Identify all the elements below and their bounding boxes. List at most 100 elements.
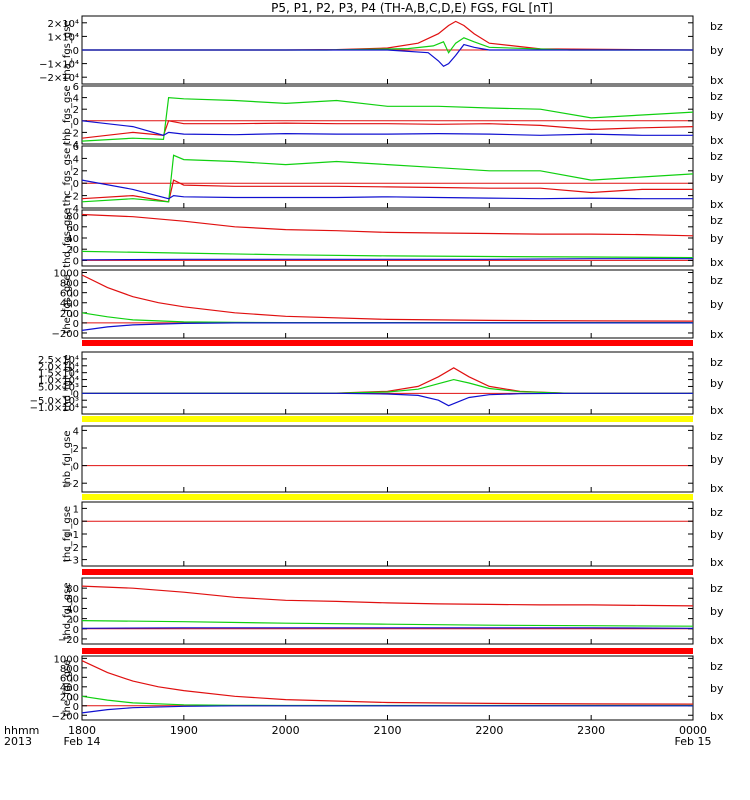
series-bx	[81, 627, 694, 629]
legend-bx: bx	[710, 634, 724, 647]
y-tick-label: 0	[73, 46, 79, 57]
series-by	[82, 37, 693, 54]
y-axis-label: thb_fgs_gse	[62, 85, 73, 144]
legend-by: by	[710, 528, 724, 541]
y-tick-label: 1×10⁴	[48, 32, 79, 43]
x-tick-label: 2000	[272, 724, 300, 737]
x-tick-label: 2100	[374, 724, 402, 737]
panel-6: 2.5×10⁴2.0×10⁴1.5×10⁴1.0×10⁴5.0×10³0−5.0…	[30, 351, 724, 417]
legend-bz: bz	[710, 582, 723, 595]
x-tick-sublabel: Feb 15	[675, 735, 712, 748]
y-axis-label: thc_fgs_gse	[62, 148, 73, 207]
panel-frame	[81, 269, 694, 339]
legend-bz: bz	[710, 150, 723, 163]
x-tick-label: 1800	[68, 724, 96, 737]
legend-by: by	[710, 171, 724, 184]
status-bar-red	[82, 648, 693, 654]
y-tick-label: 1	[73, 504, 79, 515]
legend-bz: bz	[710, 660, 723, 673]
y-tick-label: 4	[73, 426, 79, 437]
y-tick-label: 4	[73, 154, 79, 165]
status-bar-yellow	[82, 494, 693, 500]
y-tick-label: −20	[58, 635, 79, 646]
y-tick-label: 0	[73, 179, 79, 190]
series-bx	[81, 258, 693, 261]
series-by	[81, 96, 694, 142]
y-axis-label: the_fgl_gse	[62, 660, 73, 717]
y-axis-label: thd_fgs_gse	[62, 208, 73, 267]
y-tick-label: −2	[64, 128, 79, 139]
y-tick-label: 400	[60, 299, 79, 310]
y-tick-label: 0	[73, 117, 79, 128]
y-tick-label: 0	[73, 389, 79, 400]
x-tick-label: 2200	[475, 724, 503, 737]
y-tick-label: 20	[66, 615, 79, 626]
y-tick-label: −2	[64, 192, 79, 203]
series-by	[81, 154, 694, 203]
y-tick-label: −1	[64, 530, 79, 541]
y-tick-label: 200	[60, 309, 79, 320]
series-by	[81, 378, 693, 394]
series-bx	[81, 322, 693, 331]
legend-bx: bx	[710, 256, 724, 269]
y-tick-label: 0	[73, 462, 79, 473]
series-bx	[82, 43, 693, 68]
y-tick-label: −4	[64, 204, 79, 215]
legend-by: by	[710, 298, 724, 311]
y-tick-label: −3	[64, 556, 79, 567]
legend-bx: bx	[710, 198, 724, 211]
y-tick-label: 400	[60, 683, 79, 694]
y-tick-label: 1.5×10⁴	[38, 369, 79, 380]
y-tick-label: 80	[66, 584, 79, 595]
legend-bz: bz	[710, 356, 723, 369]
legend-bz: bz	[710, 214, 723, 227]
y-tick-label: −2	[64, 479, 79, 490]
chart-title: P5, P1, P2, P3, P4 (TH-A,B,C,D,E) FGS, F…	[271, 1, 553, 15]
x-tick-sublabel: Feb 14	[64, 735, 101, 748]
panel-frame	[81, 351, 694, 415]
y-tick-label: −200	[52, 711, 79, 722]
y-tick-label: 2.5×10⁴	[38, 355, 79, 366]
y-tick-label: 600	[60, 673, 79, 684]
series-bz	[81, 120, 694, 139]
y-tick-label: 60	[66, 223, 79, 234]
y-tick-label: −200	[52, 329, 79, 340]
y-axis-label: thd_fgl_gse	[62, 355, 73, 412]
y-tick-label: 2	[73, 444, 79, 455]
y-tick-label: 20	[66, 245, 79, 256]
legend-bx: bx	[710, 328, 724, 341]
legend-by: by	[710, 109, 724, 122]
y-tick-label: −1×10⁴	[39, 60, 79, 71]
legend-bx: bx	[710, 556, 724, 569]
series-bz	[81, 213, 694, 237]
x-axis-label-year: 2013	[4, 735, 32, 748]
legend-bz: bz	[710, 506, 723, 519]
legend-bz: bz	[710, 20, 723, 33]
x-axis-label-hhmm: hhmm	[4, 724, 39, 737]
y-tick-label: 0	[73, 256, 79, 267]
y-tick-label: 6	[73, 142, 79, 153]
x-tick-label: 2300	[577, 724, 605, 737]
y-tick-label: 80	[66, 212, 79, 223]
y-tick-label: −4	[64, 140, 79, 151]
legend-by: by	[710, 232, 724, 245]
y-tick-label: 2	[73, 167, 79, 178]
series-bz	[81, 179, 693, 203]
y-tick-label: −2×10⁴	[39, 73, 79, 84]
y-tick-label: 2×10⁴	[48, 19, 79, 30]
x-axis: hhmm 2013	[4, 724, 39, 748]
y-tick-label: 0	[73, 319, 79, 330]
y-tick-label: 40	[66, 234, 79, 245]
legend-bx: bx	[710, 404, 724, 417]
x-tick-label: 1900	[170, 724, 198, 737]
y-axis-label: the_fgs_gse	[62, 274, 73, 333]
panel-frame	[81, 655, 694, 721]
y-tick-label: 0	[73, 517, 79, 528]
y-axis-label: thc_fgl_gse	[62, 506, 73, 562]
legend-bx: bx	[710, 710, 724, 723]
y-tick-label: 1000	[54, 269, 79, 280]
y-tick-label: 0	[73, 702, 79, 713]
panel-frame	[81, 425, 694, 493]
